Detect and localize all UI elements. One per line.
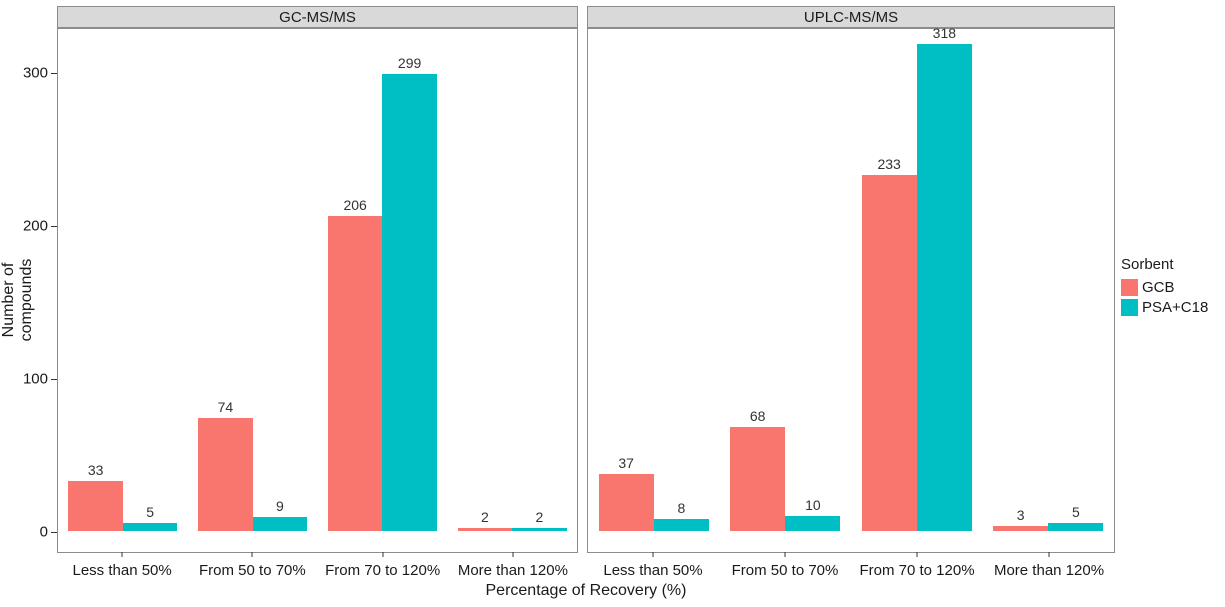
plot-area: 37 8 68 10 233 318 3 5 <box>587 25 1115 553</box>
y-tick-label: 200 <box>22 217 48 235</box>
bar-value-label: 8 <box>677 499 686 516</box>
legend-title: Sorbent <box>1121 256 1174 273</box>
x-tick-label: From 50 to 70% <box>731 562 839 579</box>
bar-psa+c18: 5 <box>122 504 178 531</box>
x-tick-mark <box>916 552 918 557</box>
bar-value-label: 68 <box>749 407 766 424</box>
legend-label: GCB <box>1142 279 1175 296</box>
x-tick-mark <box>512 552 514 557</box>
bar-psa+c18: 10 <box>785 497 841 531</box>
x-tick-mark <box>121 552 123 557</box>
facet-strip: GC-MS/MS <box>57 6 578 28</box>
x-tick-label: Less than 50% <box>603 562 703 579</box>
bar-psa+c18: 299 <box>382 55 437 531</box>
bar-gcb: 68 <box>730 408 786 531</box>
bar-value-label: 5 <box>1071 504 1080 521</box>
y-tick-label: 100 <box>22 370 48 388</box>
bar-value-label: 299 <box>397 54 422 71</box>
y-tick-label: 300 <box>22 64 48 82</box>
bar-psa+c18: 2 <box>512 509 567 531</box>
bar-psa+c18: 8 <box>653 500 709 531</box>
bar-value-label: 10 <box>805 496 821 513</box>
bar-psa+c18: 9 <box>252 498 308 531</box>
bar-group: 233 318 <box>851 25 983 531</box>
bar-value-label: 33 <box>87 461 104 478</box>
x-tick-label: More than 120% <box>457 562 568 579</box>
x-tick-mark <box>251 552 253 557</box>
bar-gcb: 2 <box>457 509 513 531</box>
y-tick-mark <box>51 532 57 533</box>
bar-gcb: 3 <box>993 507 1049 531</box>
x-tick-mark <box>382 552 384 557</box>
facet-title: GC-MS/MS <box>279 8 356 26</box>
legend-entry-gcb: GCB <box>1121 279 1208 296</box>
legend-label: PSA+C18 <box>1142 299 1209 316</box>
bar-group: 74 9 <box>188 29 318 531</box>
bar-gcb: 37 <box>598 455 654 531</box>
bar-gcb: 233 <box>861 156 917 531</box>
x-tick-mark <box>1048 552 1050 557</box>
x-tick-label: From 70 to 120% <box>325 562 441 579</box>
x-tick-label: From 70 to 120% <box>859 562 975 579</box>
bar-gcb: 33 <box>68 462 123 531</box>
bar-group: 33 5 <box>58 29 188 531</box>
bar-value-label: 318 <box>932 25 957 42</box>
y-tick-mark <box>51 73 57 74</box>
x-tick-label: From 50 to 70% <box>199 562 306 579</box>
legend: Sorbent GCB PSA+C18 <box>1121 256 1208 319</box>
bar-group: 37 8 <box>588 29 720 531</box>
bar-group: 68 10 <box>720 29 852 531</box>
x-tick-label: Less than 50% <box>72 562 172 579</box>
facet-title: UPLC-MS/MS <box>803 8 899 26</box>
y-axis-title: Number of compounds <box>0 258 35 342</box>
bar-value-label: 37 <box>618 455 634 472</box>
bar-value-label: 233 <box>877 155 901 172</box>
x-tick-label: More than 120% <box>993 562 1105 579</box>
bar-value-label: 206 <box>343 196 367 213</box>
facet-panel-uplcmsms: UPLC-MS/MS 37 8 68 10 233 318 3 5 Less than 50%… <box>587 6 1115 579</box>
facet-strip: UPLC-MS/MS <box>587 6 1115 28</box>
x-tick-mark <box>652 552 654 557</box>
facet-panel-gcmsms: GC-MS/MS 33 5 74 9 206 299 2 2 Less than 50% Fro… <box>57 6 578 579</box>
bar-value-label: 3 <box>1016 507 1025 524</box>
bar-value-label: 2 <box>480 508 489 525</box>
bar-value-label: 9 <box>275 498 284 515</box>
plot-area: 33 5 74 9 206 299 2 2 <box>57 28 578 553</box>
bar-value-label: 5 <box>146 504 155 521</box>
legend-entry-psa-c18: PSA+C18 <box>1121 299 1208 316</box>
y-tick-mark <box>51 226 57 227</box>
bar-group: 206 299 <box>318 29 448 531</box>
bar-value-label: 74 <box>217 398 234 415</box>
y-tick-mark <box>51 379 57 380</box>
bar-gcb: 206 <box>327 197 383 531</box>
gcb-color-swatch <box>1121 279 1138 296</box>
x-tick-mark <box>784 552 786 557</box>
bar-psa+c18: 5 <box>1048 504 1104 531</box>
y-tick-label: 0 <box>39 523 48 541</box>
bar-gcb: 74 <box>198 399 253 531</box>
psa-c18-color-swatch <box>1121 299 1138 316</box>
x-axis-title: Percentage of Recovery (%) <box>485 582 687 599</box>
bar-psa+c18: 318 <box>916 25 972 531</box>
bar-value-label: 2 <box>535 508 544 525</box>
